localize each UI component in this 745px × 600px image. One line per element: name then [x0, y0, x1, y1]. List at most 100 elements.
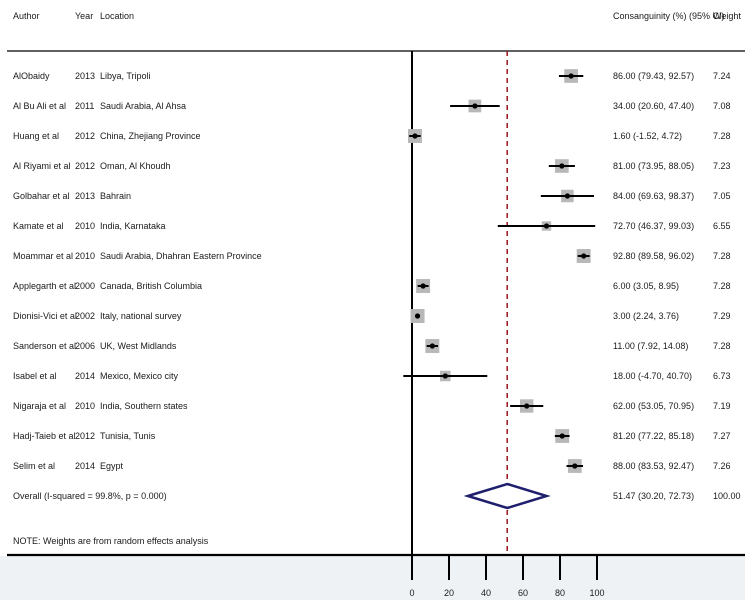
study-point-estimate	[442, 373, 448, 379]
overall-ci-text: 51.47 (30.20, 72.73)	[613, 491, 694, 501]
study-year: 2011	[75, 101, 94, 111]
overall-label: Overall (I-squared = 99.8%, p = 0.000)	[13, 491, 167, 501]
study-point-estimate	[559, 433, 565, 439]
study-location: Mexico, Mexico city	[100, 371, 179, 381]
study-point-estimate	[568, 73, 574, 79]
header-row: Author Year Location Consanguinity (%) (…	[13, 11, 741, 21]
study-year: 2012	[75, 161, 95, 171]
study-ci-text: 92.80 (89.58, 96.02)	[613, 251, 694, 261]
study-location: UK, West Midlands	[100, 341, 177, 351]
study-location: Bahrain	[100, 191, 131, 201]
study-author: Dionisi-Vici et al	[13, 311, 77, 321]
study-point-estimate	[412, 133, 418, 139]
header-effect: Consanguinity (%) (95% CI)	[613, 11, 725, 21]
study-location: Tunisia, Tunis	[100, 431, 156, 441]
x-tick-label: 80	[555, 588, 565, 598]
study-author: Hadj-Taieb et al	[13, 431, 76, 441]
study-weight: 6.55	[713, 221, 731, 231]
footer-band	[0, 556, 745, 600]
note-text: NOTE: Weights are from random effects an…	[13, 536, 209, 546]
x-tick-label: 40	[481, 588, 491, 598]
study-point-estimate	[559, 163, 565, 169]
study-year: 2013	[75, 191, 95, 201]
study-point-estimate	[420, 283, 426, 289]
overall-weight: 100.00	[713, 491, 741, 501]
study-weight: 7.26	[713, 461, 731, 471]
study-ci-text: 81.00 (73.95, 88.05)	[613, 161, 694, 171]
study-year: 2010	[75, 401, 95, 411]
study-weight: 7.29	[713, 311, 731, 321]
study-location: India, Karnataka	[100, 221, 166, 231]
study-location: Egypt	[100, 461, 124, 471]
study-year: 2010	[75, 251, 95, 261]
study-location: Oman, Al Khoudh	[100, 161, 171, 171]
study-point-estimate	[524, 403, 530, 409]
study-author: Moammar et al	[13, 251, 73, 261]
overall-row: Overall (I-squared = 99.8%, p = 0.000) 51…	[13, 482, 741, 510]
study-author: Selim et al	[13, 461, 55, 471]
study-weight: 7.24	[713, 71, 731, 81]
study-author: Al Riyami et al	[13, 161, 71, 171]
study-author: Isabel et al	[13, 371, 57, 381]
study-weight: 7.28	[713, 251, 731, 261]
study-rows: AlObaidy 2013 Libya, Tripoli 86.00 (79.43, …	[13, 71, 731, 471]
study-marks	[403, 69, 596, 473]
study-location: China, Zhejiang Province	[100, 131, 201, 141]
study-year: 2002	[75, 311, 95, 321]
study-ci-text: 11.00 (7.92, 14.08)	[613, 341, 688, 351]
study-year: 2006	[75, 341, 95, 351]
study-point-estimate	[564, 193, 571, 199]
study-location: Saudi Arabia, Al Ahsa	[100, 101, 186, 111]
study-year: 2014	[75, 371, 95, 381]
study-ci-text: 1.60 (-1.52, 4.72)	[613, 131, 682, 141]
study-point-estimate	[472, 103, 478, 109]
study-author: Sanderson et al	[13, 341, 76, 351]
study-author: Golbahar et al	[13, 191, 70, 201]
x-tick-label: 60	[518, 588, 528, 598]
study-weight: 7.28	[713, 281, 731, 291]
study-ci-text: 84.00 (69.63, 98.37)	[613, 191, 694, 201]
study-location: India, Southern states	[100, 401, 188, 411]
study-weight: 7.23	[713, 161, 731, 171]
study-author: Nigaraja et al	[13, 401, 66, 411]
study-author: Al Bu Ali et al	[13, 101, 66, 111]
study-ci-text: 72.70 (46.37, 99.03)	[613, 221, 694, 231]
reference-layer	[411, 51, 509, 555]
study-weight: 7.05	[713, 191, 731, 201]
study-location: Libya, Tripoli	[100, 71, 151, 81]
study-ci-text: 88.00 (83.53, 92.47)	[613, 461, 694, 471]
header-year: Year	[75, 11, 93, 21]
study-weight: 7.19	[713, 401, 731, 411]
header-weight: Weight	[713, 11, 741, 21]
study-weight: 7.28	[713, 131, 731, 141]
study-ci-text: 18.00 (-4.70, 40.70)	[613, 371, 692, 381]
study-point-estimate	[543, 223, 550, 229]
study-author: Applegarth et al	[13, 281, 76, 291]
header-author: Author	[13, 11, 40, 21]
header-location: Location	[100, 11, 134, 21]
study-ci-text: 86.00 (79.43, 92.57)	[613, 71, 694, 81]
study-author: Huang et al	[13, 131, 59, 141]
study-year: 2012	[75, 431, 95, 441]
x-tick-label: 0	[409, 588, 414, 598]
study-weight: 7.08	[713, 101, 731, 111]
study-ci-text: 62.00 (53.05, 70.95)	[613, 401, 694, 411]
study-author: Kamate et al	[13, 221, 64, 231]
study-year: 2014	[75, 461, 95, 471]
study-ci-text: 81.20 (77.22, 85.18)	[613, 431, 694, 441]
study-ci-text: 3.00 (2.24, 3.76)	[613, 311, 679, 321]
x-axis: 0 20 40 60 80 100	[409, 556, 605, 598]
study-weight: 7.28	[713, 341, 731, 351]
study-point-estimate	[414, 313, 421, 319]
overall-diamond	[463, 482, 551, 510]
study-year: 2013	[75, 71, 95, 81]
x-tick-label: 100	[589, 588, 604, 598]
study-point-estimate	[429, 343, 435, 349]
study-point-estimate	[581, 253, 587, 259]
study-location: Italy, national survey	[100, 311, 182, 321]
study-weight: 6.73	[713, 371, 731, 381]
study-year: 2012	[75, 131, 95, 141]
study-author: AlObaidy	[13, 71, 50, 81]
x-tick-label: 20	[444, 588, 454, 598]
